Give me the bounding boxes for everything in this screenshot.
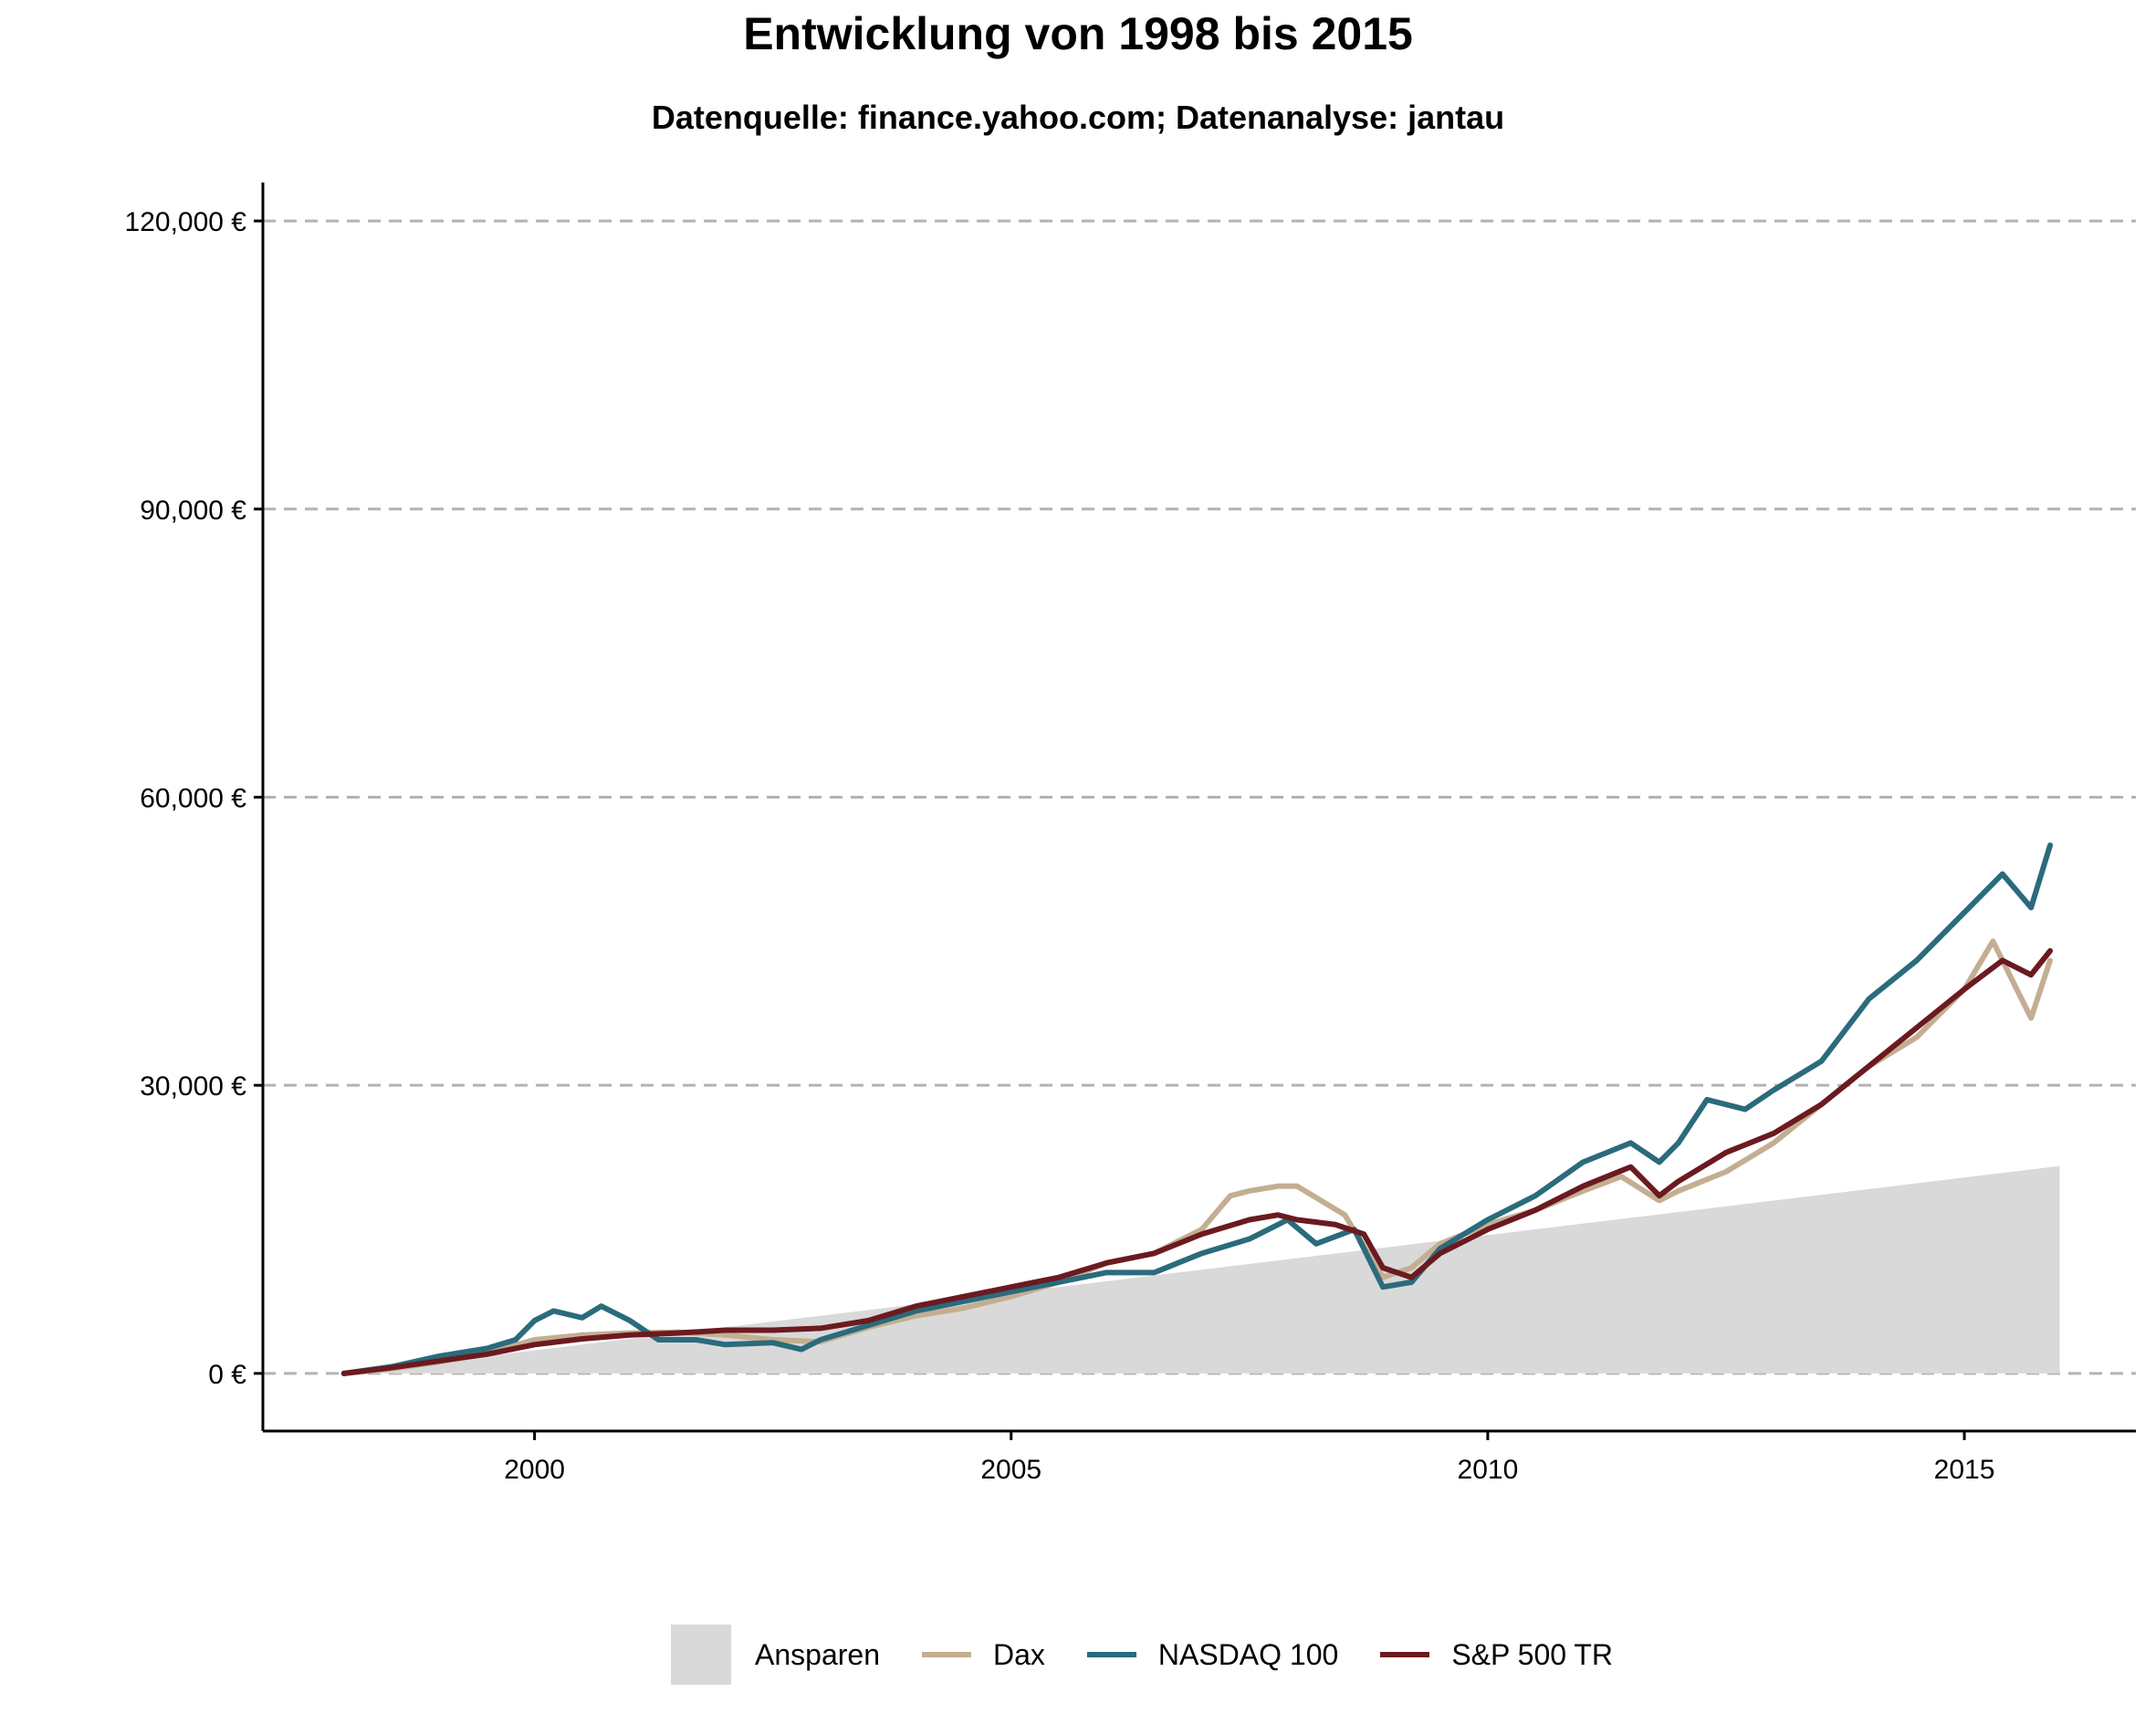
series-line-nasdaq-100 bbox=[340, 842, 2054, 1376]
chart-subtitle: Datenquelle: finance.yahoo.com; Datenana… bbox=[651, 99, 1505, 136]
legend-swatch-dax bbox=[916, 1625, 977, 1685]
chart-title: Entwicklung von 1998 bis 2015 bbox=[743, 8, 1413, 59]
y-tick-label: 90,000 € bbox=[140, 496, 246, 526]
x-tick-label: 2005 bbox=[980, 1455, 1041, 1485]
y-tick-label: 30,000 € bbox=[140, 1071, 246, 1102]
legend-item-nasdaq: NASDAQ 100 bbox=[1082, 1625, 1338, 1685]
legend-swatch-nasdaq bbox=[1082, 1625, 1142, 1685]
legend-swatch-sp500 bbox=[1375, 1625, 1435, 1685]
legend-swatch-ansparen bbox=[671, 1625, 731, 1685]
axes: 0 € 30,000 € 60,000 € 90,000 € 120,000 € 2000… bbox=[125, 183, 2136, 1485]
y-tick-label: 120,000 € bbox=[125, 207, 247, 237]
x-tick-label: 2015 bbox=[1934, 1455, 1995, 1485]
legend-label-ansparen: Ansparen bbox=[755, 1637, 880, 1671]
area-layer bbox=[343, 1165, 2060, 1374]
legend-item-sp500: S&P 500 TR bbox=[1375, 1625, 1613, 1685]
legend-label-dax: Dax bbox=[992, 1637, 1045, 1671]
legend: Ansparen Dax NASDAQ 100 S&P 500 TR bbox=[671, 1625, 1649, 1685]
area-ansparen bbox=[343, 1165, 2060, 1374]
legend-label-nasdaq: NASDAQ 100 bbox=[1157, 1637, 1339, 1671]
x-tick-label: 2010 bbox=[1458, 1455, 1519, 1485]
legend-label-sp500: S&P 500 TR bbox=[1451, 1637, 1614, 1671]
y-tick-label: 60,000 € bbox=[140, 783, 246, 813]
series-line-s-p-500-tr bbox=[340, 947, 2054, 1376]
x-tick-label: 2000 bbox=[504, 1455, 565, 1485]
y-tick-label: 0 € bbox=[208, 1360, 246, 1390]
legend-item-ansparen: Ansparen bbox=[671, 1625, 880, 1685]
legend-item-dax: Dax bbox=[916, 1625, 1045, 1685]
line-layer bbox=[340, 842, 2054, 1376]
